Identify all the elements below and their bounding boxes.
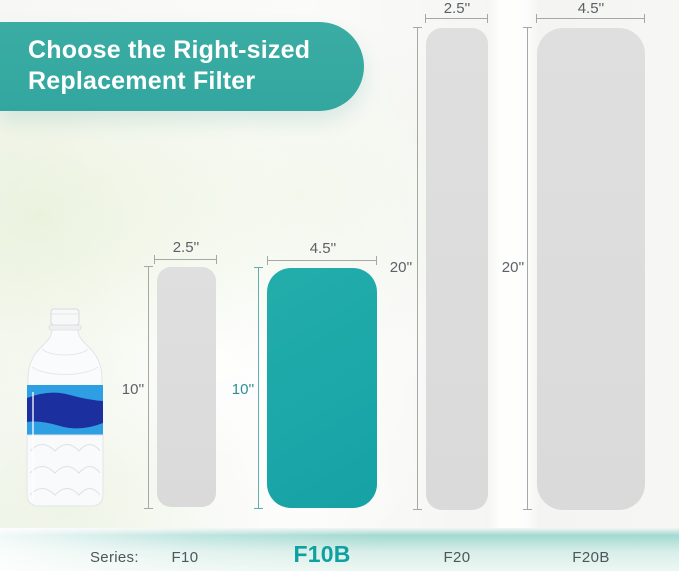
- filter-f20-bar: [426, 28, 488, 510]
- f20-height-label: 20'': [389, 259, 413, 276]
- f10-height-dimension-line: [144, 266, 153, 509]
- f20b-width-dimension-line: [536, 14, 645, 23]
- f10b-height-dimension-line: [254, 267, 263, 509]
- series-item-f20b: F20B: [572, 549, 610, 566]
- filter-f20b-bar: [537, 28, 645, 510]
- filter-f10-bar: [157, 267, 216, 507]
- f20b-height-dimension-line: [523, 27, 532, 510]
- title-banner: Choose the Right-sized Replacement Filte…: [0, 22, 364, 111]
- f10b-width-dimension-line: [267, 256, 377, 265]
- page-title-line2: Replacement Filter: [28, 67, 256, 95]
- f10-height-label: 10'': [121, 381, 145, 398]
- f10b-width-label: 4.5'': [309, 240, 337, 257]
- f10b-height-label: 10'': [231, 381, 255, 398]
- water-bottle-image: [26, 308, 104, 507]
- series-item-f10: F10: [171, 549, 199, 566]
- series-item-f20: F20: [443, 549, 471, 566]
- page-title: Choose the Right-sized Replacement Filte…: [0, 22, 364, 97]
- footer-gradient-band: [0, 528, 679, 571]
- f20b-width-label: 4.5'': [577, 0, 605, 17]
- filter-f10b-bar: [267, 268, 377, 508]
- page-title-line1: Choose the Right-sized: [28, 36, 311, 64]
- f10-width-dimension-line: [154, 255, 217, 264]
- series-item-f10b: F10B: [293, 541, 351, 567]
- f20-height-dimension-line: [413, 27, 422, 510]
- f10-width-label: 2.5'': [172, 239, 200, 256]
- f20-width-label: 2.5'': [443, 0, 471, 17]
- f20b-height-label: 20'': [501, 259, 525, 276]
- series-caption: Series:: [90, 549, 139, 566]
- f20-width-dimension-line: [425, 14, 488, 23]
